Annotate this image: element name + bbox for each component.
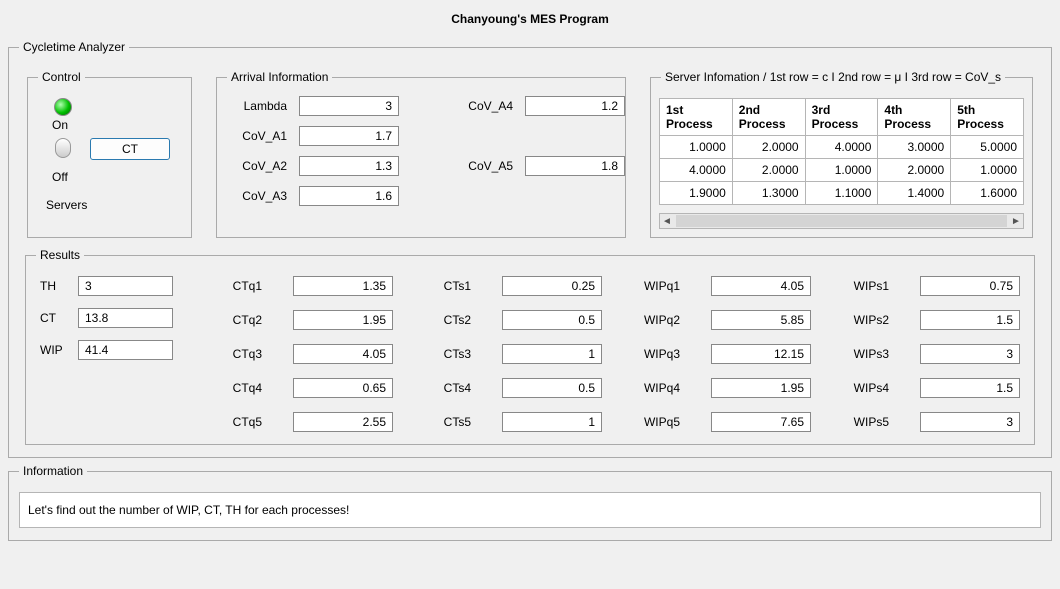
on-label: On	[52, 118, 177, 132]
th-label: TH	[40, 279, 78, 293]
lambda-label: Lambda	[229, 99, 291, 113]
lambda-input[interactable]	[299, 96, 399, 116]
cts4-label: CTs4	[427, 381, 471, 395]
ctq3-input[interactable]	[293, 344, 393, 364]
cts4-input[interactable]	[502, 378, 602, 398]
wipq5-input[interactable]	[711, 412, 811, 432]
cov-a2-input[interactable]	[299, 156, 399, 176]
wips5-input[interactable]	[920, 412, 1020, 432]
ctq4-label: CTq4	[218, 381, 262, 395]
ctq3-label: CTq3	[218, 347, 262, 361]
ctq1-label: CTq1	[218, 279, 262, 293]
wipq3-input[interactable]	[711, 344, 811, 364]
cov-a3-input[interactable]	[299, 186, 399, 206]
cov-a3-label: CoV_A3	[229, 189, 291, 203]
wips5-label: WIPs5	[845, 415, 889, 429]
wips3-input[interactable]	[920, 344, 1020, 364]
wipq2-label: WIPq2	[636, 313, 680, 327]
results-group: Results TH CT WIP CTq1	[25, 248, 1035, 445]
server-horizontal-scrollbar[interactable]: ◄ ►	[659, 213, 1024, 229]
wips2-label: WIPs2	[845, 313, 889, 327]
wipq2-input[interactable]	[711, 310, 811, 330]
wips1-label: WIPs1	[845, 279, 889, 293]
ctq4-input[interactable]	[293, 378, 393, 398]
wips1-input[interactable]	[920, 276, 1020, 296]
ctq1-input[interactable]	[293, 276, 393, 296]
cov-a1-input[interactable]	[299, 126, 399, 146]
wip-input[interactable]	[78, 340, 173, 360]
information-group: Information Let's find out the number of…	[8, 464, 1052, 541]
table-row: 1.9000 1.3000 1.1000 1.4000 1.6000	[660, 182, 1024, 205]
cts1-input[interactable]	[502, 276, 602, 296]
results-legend: Results	[36, 248, 84, 262]
wipq4-input[interactable]	[711, 378, 811, 398]
ctq5-label: CTq5	[218, 415, 262, 429]
server-table: 1st Process 2nd Process 3rd Process 4th …	[659, 98, 1024, 205]
cov-a4-label: CoV_A4	[455, 99, 517, 113]
table-row: 4.0000 2.0000 1.0000 2.0000 1.0000	[660, 159, 1024, 182]
app-title: Chanyoung's MES Program	[0, 0, 1060, 36]
ctq5-input[interactable]	[293, 412, 393, 432]
server-col-5: 5th Process	[951, 99, 1024, 136]
table-row: 1.0000 2.0000 4.0000 3.0000 5.0000	[660, 136, 1024, 159]
cts5-label: CTs5	[427, 415, 471, 429]
cov-a2-label: CoV_A2	[229, 159, 291, 173]
server-col-2: 2nd Process	[732, 99, 805, 136]
scroll-track[interactable]	[676, 215, 1007, 227]
server-group: Server Infomation / 1st row = c I 2nd ro…	[650, 70, 1033, 238]
cov-a5-input[interactable]	[525, 156, 625, 176]
cycletime-analyzer-group: Cycletime Analyzer Control On CT Off Ser…	[8, 40, 1052, 458]
servers-label: Servers	[46, 198, 177, 212]
server-legend: Server Infomation / 1st row = c I 2nd ro…	[661, 70, 1005, 84]
cts2-label: CTs2	[427, 313, 471, 327]
wipq3-label: WIPq3	[636, 347, 680, 361]
wipq4-label: WIPq4	[636, 381, 680, 395]
wips4-label: WIPs4	[845, 381, 889, 395]
off-label: Off	[52, 170, 177, 184]
wipq1-label: WIPq1	[636, 279, 680, 293]
off-indicator-icon	[55, 138, 71, 158]
arrival-legend: Arrival Information	[227, 70, 332, 84]
information-legend: Information	[19, 464, 87, 478]
server-col-1: 1st Process	[660, 99, 733, 136]
wips4-input[interactable]	[920, 378, 1020, 398]
ctq2-label: CTq2	[218, 313, 262, 327]
wips3-label: WIPs3	[845, 347, 889, 361]
cov-a5-label: CoV_A5	[455, 159, 517, 173]
th-input[interactable]	[78, 276, 173, 296]
cts3-label: CTs3	[427, 347, 471, 361]
server-col-3: 3rd Process	[805, 99, 878, 136]
arrival-group: Arrival Information Lambda CoV_A4 CoV_A1…	[216, 70, 626, 238]
control-group: Control On CT Off Servers	[27, 70, 192, 238]
cts5-input[interactable]	[502, 412, 602, 432]
wip-label: WIP	[40, 343, 78, 357]
cts1-label: CTs1	[427, 279, 471, 293]
scroll-left-icon[interactable]: ◄	[660, 216, 674, 227]
ct-input[interactable]	[78, 308, 173, 328]
wips2-input[interactable]	[920, 310, 1020, 330]
wipq1-input[interactable]	[711, 276, 811, 296]
ctq2-input[interactable]	[293, 310, 393, 330]
cov-a4-input[interactable]	[525, 96, 625, 116]
server-col-4: 4th Process	[878, 99, 951, 136]
on-led-icon	[54, 98, 72, 116]
wipq5-label: WIPq5	[636, 415, 680, 429]
ct-label: CT	[40, 311, 78, 325]
cov-a1-label: CoV_A1	[229, 129, 291, 143]
control-legend: Control	[38, 70, 85, 84]
cts2-input[interactable]	[502, 310, 602, 330]
information-text: Let's find out the number of WIP, CT, TH…	[19, 492, 1041, 528]
ct-button[interactable]: CT	[90, 138, 170, 160]
cts3-input[interactable]	[502, 344, 602, 364]
scroll-right-icon[interactable]: ►	[1009, 216, 1023, 227]
analyzer-legend: Cycletime Analyzer	[19, 40, 129, 54]
